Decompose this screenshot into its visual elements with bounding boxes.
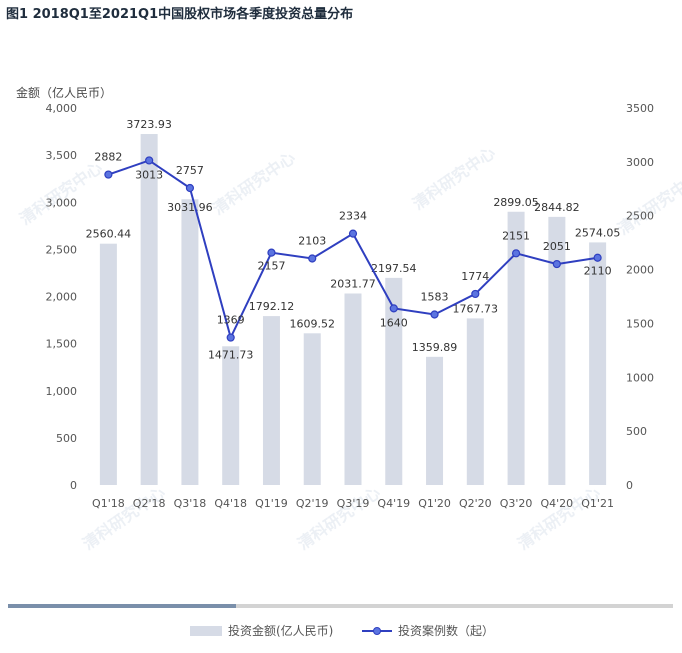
- legend-bar-label: 投资金额(亿人民币): [228, 624, 334, 638]
- bar: [303, 333, 321, 485]
- line-value-label: 1369: [217, 314, 245, 327]
- line-point: [430, 310, 439, 319]
- line-point: [226, 333, 235, 342]
- x-tick-label: Q1'18: [92, 497, 125, 510]
- bar-value-label: 3723.93: [126, 118, 172, 131]
- bar-value-label: 1609.52: [289, 317, 335, 330]
- bar: [344, 293, 362, 485]
- y2-tick-label: 1000: [626, 371, 654, 384]
- line-value-label: 2051: [543, 240, 571, 253]
- x-tick-label: Q3'18: [174, 497, 207, 510]
- line-point: [389, 304, 398, 313]
- bar: [262, 316, 280, 485]
- bar: [426, 356, 444, 485]
- line-value-label: 1774: [461, 270, 489, 283]
- bar: [466, 318, 484, 485]
- line-point: [145, 156, 154, 165]
- line-point: [552, 259, 561, 269]
- y2-tick-label: 2500: [626, 210, 654, 223]
- line-value-label: 2103: [298, 234, 326, 247]
- line-point: [267, 248, 276, 257]
- bar-value-label: 1767.73: [453, 302, 499, 315]
- bar-value-label: 2197.54: [371, 262, 417, 275]
- x-tick-label: Q4'18: [214, 497, 247, 510]
- bar: [385, 277, 403, 485]
- y-tick-label: 2,500: [46, 243, 78, 256]
- bar-value-label: 2560.44: [86, 228, 132, 241]
- bar-value-label: 3031.96: [167, 201, 213, 214]
- y2-tick-label: 500: [626, 425, 647, 438]
- bar-value-label: 1471.73: [208, 348, 254, 361]
- x-tick-label: Q1'20: [418, 497, 451, 510]
- line-point: [511, 249, 521, 258]
- y-tick-label: 3,500: [46, 149, 78, 162]
- line-value-label: 2157: [257, 260, 285, 273]
- chart-title: 图1 2018Q1至2021Q1中国股权市场各季度投资总量分布: [6, 7, 354, 22]
- legend-bar-swatch: [190, 625, 222, 636]
- y-tick-label: 1,500: [46, 338, 78, 351]
- bar: [548, 216, 566, 485]
- x-tick-label: Q1'19: [255, 497, 288, 510]
- x-tick-label: Q3'20: [500, 497, 533, 510]
- y-axis-title: 金额（亿人民币）: [16, 86, 113, 100]
- legend-line-label: 投资案例数（起）: [398, 624, 495, 638]
- bar: [181, 199, 199, 485]
- x-tick-label: Q3'19: [337, 497, 370, 510]
- y2-tick-label: 1500: [626, 317, 654, 330]
- line-point: [348, 229, 358, 238]
- legend-item-line[interactable]: 投资案例数（起）: [362, 622, 494, 639]
- x-tick-label: Q1'21: [581, 497, 614, 510]
- line-value-label: 1583: [421, 290, 449, 303]
- line-point: [593, 253, 602, 262]
- x-tick-label: Q4'20: [541, 497, 574, 510]
- line-point: [308, 254, 317, 263]
- bar: [507, 211, 525, 486]
- line-point: [104, 170, 113, 179]
- y2-tick-label: 2000: [626, 264, 654, 277]
- y-tick-label: 500: [56, 432, 77, 445]
- bar-value-label: 2574.05: [575, 226, 621, 239]
- bar-value-label: 2844.82: [534, 201, 580, 214]
- bar: [140, 134, 158, 485]
- y-tick-label: 2,000: [46, 291, 78, 304]
- line-value-label: 3013: [135, 168, 163, 181]
- bar: [589, 242, 607, 485]
- x-tick-label: Q4'19: [377, 497, 410, 510]
- x-tick-label: Q2'18: [133, 497, 166, 510]
- y2-tick-label: 3000: [626, 156, 654, 169]
- line-value-label: 2882: [94, 151, 122, 164]
- y-tick-label: 3,000: [46, 196, 78, 209]
- bar-value-label: 2899.05: [493, 196, 539, 209]
- legend-item-bar[interactable]: 投资金额(亿人民币): [190, 622, 333, 639]
- line-value-label: 2757: [176, 164, 204, 177]
- legend-line-swatch: [362, 626, 392, 636]
- y2-tick-label: 3500: [626, 102, 654, 115]
- y-tick-label: 0: [70, 479, 77, 492]
- line-point: [471, 289, 480, 299]
- bar-value-label: 2031.77: [330, 278, 376, 291]
- line-value-label: 2334: [339, 210, 367, 223]
- bar: [99, 243, 117, 485]
- x-tick-label: Q2'19: [296, 497, 329, 510]
- x-tick-label: Q2'20: [459, 497, 492, 510]
- y-tick-label: 4,000: [46, 102, 78, 115]
- scrollbar-thumb[interactable]: [8, 604, 236, 608]
- legend: 投资金额(亿人民币) 投资案例数（起）: [0, 622, 682, 642]
- bar: [222, 346, 240, 485]
- y2-tick-label: 0: [626, 479, 633, 492]
- bar-value-label: 1359.89: [412, 341, 458, 354]
- line-value-label: 1640: [380, 316, 408, 329]
- line-value-label: 2110: [584, 265, 612, 278]
- horizontal-scrollbar[interactable]: [8, 604, 673, 608]
- line-value-label: 2151: [502, 229, 530, 242]
- y-tick-label: 1,000: [46, 385, 78, 398]
- bar-value-label: 1792.12: [249, 300, 295, 313]
- line-point: [185, 183, 195, 193]
